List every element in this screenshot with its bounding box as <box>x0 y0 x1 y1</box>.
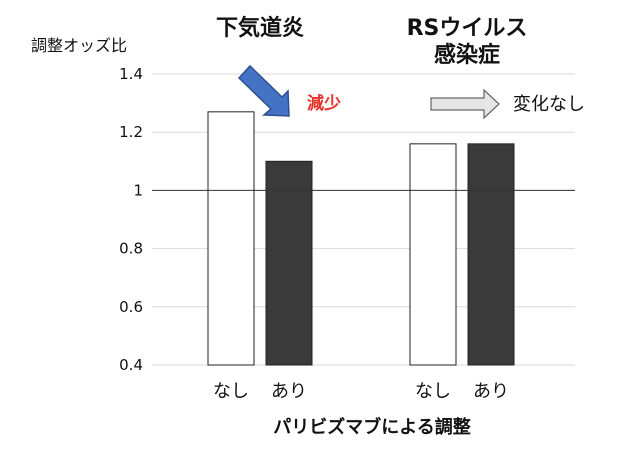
x-tick-label: あり <box>473 381 509 402</box>
x-tick-label: なし <box>213 381 249 402</box>
bar-group1-with <box>265 160 313 366</box>
group1-title: 下気道炎 <box>216 15 304 41</box>
decrease-arrow-icon <box>237 64 290 117</box>
group2-title-line2: 感染症 <box>434 42 500 68</box>
group2-title-line1: RSウイルス <box>407 16 528 41</box>
x-tick-label: あり <box>271 381 307 402</box>
bar-group2-without <box>409 143 457 366</box>
y-tick-label: 1.2 <box>119 123 143 141</box>
bars <box>207 111 515 366</box>
bar-group2-with <box>467 143 515 366</box>
x-tick-labels: なし あり なし あり <box>213 381 509 402</box>
y-tick-label: 0.6 <box>119 298 143 316</box>
x-axis-label: パリビズマブによる調整 <box>273 416 470 438</box>
y-tick-label: 0.4 <box>119 356 143 374</box>
bar-group1-without <box>207 111 255 366</box>
no-change-arrow-icon <box>430 88 500 120</box>
y-axis-label: 調整オッズ比 <box>31 36 127 55</box>
y-tick-label: 1.4 <box>119 65 143 83</box>
y-tick-label: 1 <box>133 181 143 199</box>
no-change-annotation: 変化なし <box>513 94 585 115</box>
y-tick-labels: 0.4 0.6 0.8 1 1.2 1.4 <box>119 65 143 374</box>
x-tick-label: なし <box>415 381 451 402</box>
decrease-annotation: 減少 <box>307 93 341 114</box>
y-tick-label: 0.8 <box>119 240 143 258</box>
